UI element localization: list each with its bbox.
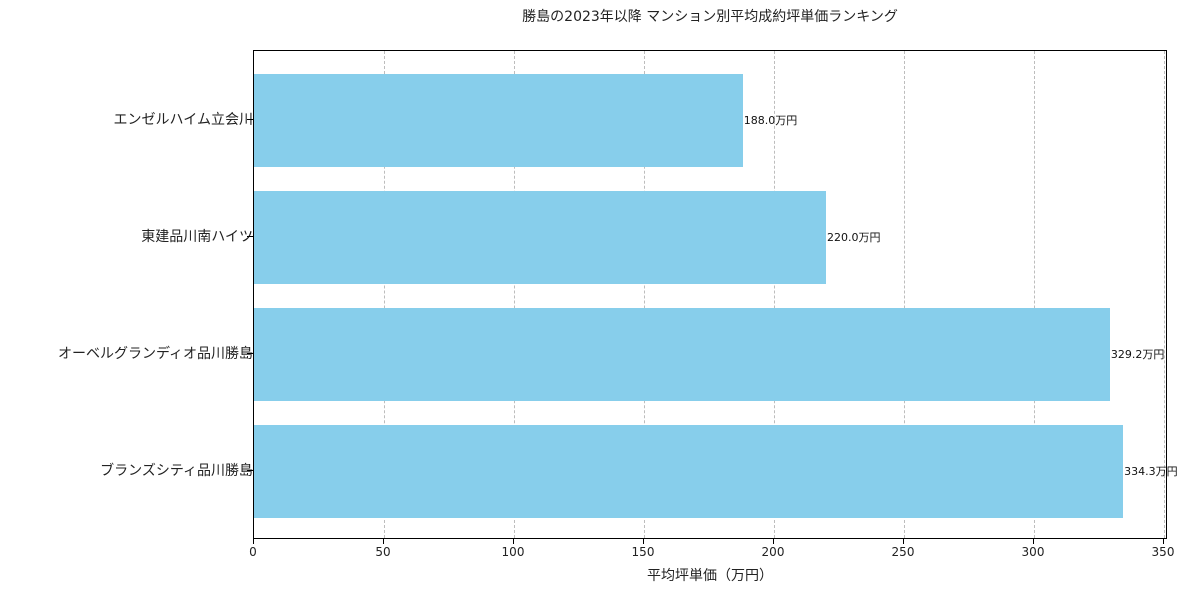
grid-line bbox=[904, 51, 905, 538]
plot-area: 188.0万円 220.0万円 329.2万円 334.3万円 bbox=[253, 50, 1178, 539]
x-tick-mark bbox=[253, 539, 254, 544]
grid-line bbox=[384, 51, 385, 538]
bar-value-label: 220.0万円 bbox=[827, 231, 881, 244]
x-tick-label: 50 bbox=[375, 545, 391, 559]
x-tick-label: 150 bbox=[631, 545, 655, 559]
grid-line bbox=[1034, 51, 1035, 538]
bar-value-label: 329.2万円 bbox=[1110, 348, 1165, 361]
bar-value-label: 188.0万円 bbox=[743, 114, 798, 127]
x-tick-mark bbox=[773, 539, 774, 544]
x-axis-label: 平均坪単価（万円） bbox=[647, 568, 773, 584]
y-tick-label: ブランズシティ品川勝島 bbox=[100, 463, 253, 479]
x-tick-mark bbox=[513, 539, 514, 544]
y-tick-mark bbox=[247, 119, 253, 120]
x-tick-label: 200 bbox=[761, 545, 785, 559]
bar bbox=[254, 424, 1124, 518]
bar-value-label: 334.3万円 bbox=[1124, 465, 1178, 478]
y-tick-mark bbox=[247, 236, 253, 237]
grid-line bbox=[1164, 51, 1165, 538]
chart-title: 勝島の2023年以降 マンション別平均成約坪単価ランキング bbox=[522, 9, 898, 25]
x-tick-label: 250 bbox=[891, 545, 915, 559]
x-tick-mark bbox=[1033, 539, 1034, 544]
x-tick-mark bbox=[383, 539, 384, 544]
y-tick-label: エンゼルハイム立会川 bbox=[113, 112, 253, 128]
bar bbox=[254, 190, 826, 284]
x-tick-mark bbox=[903, 539, 904, 544]
x-tick-label: 350 bbox=[1151, 545, 1175, 559]
bar bbox=[254, 73, 743, 167]
y-tick-mark bbox=[247, 470, 253, 471]
grid-line bbox=[644, 51, 645, 538]
bar bbox=[254, 307, 1110, 401]
grid-line bbox=[774, 51, 775, 538]
x-tick-mark bbox=[643, 539, 644, 544]
y-tick-mark bbox=[247, 353, 253, 354]
y-tick-label: オーベルグランディオ品川勝島 bbox=[57, 346, 253, 362]
x-tick-mark bbox=[1163, 539, 1164, 544]
y-tick-label: 東建品川南ハイツ bbox=[141, 229, 253, 245]
x-tick-label: 100 bbox=[501, 545, 525, 559]
x-tick-label: 300 bbox=[1021, 545, 1045, 559]
grid-line bbox=[514, 51, 515, 538]
x-tick-label: 0 bbox=[249, 545, 257, 559]
